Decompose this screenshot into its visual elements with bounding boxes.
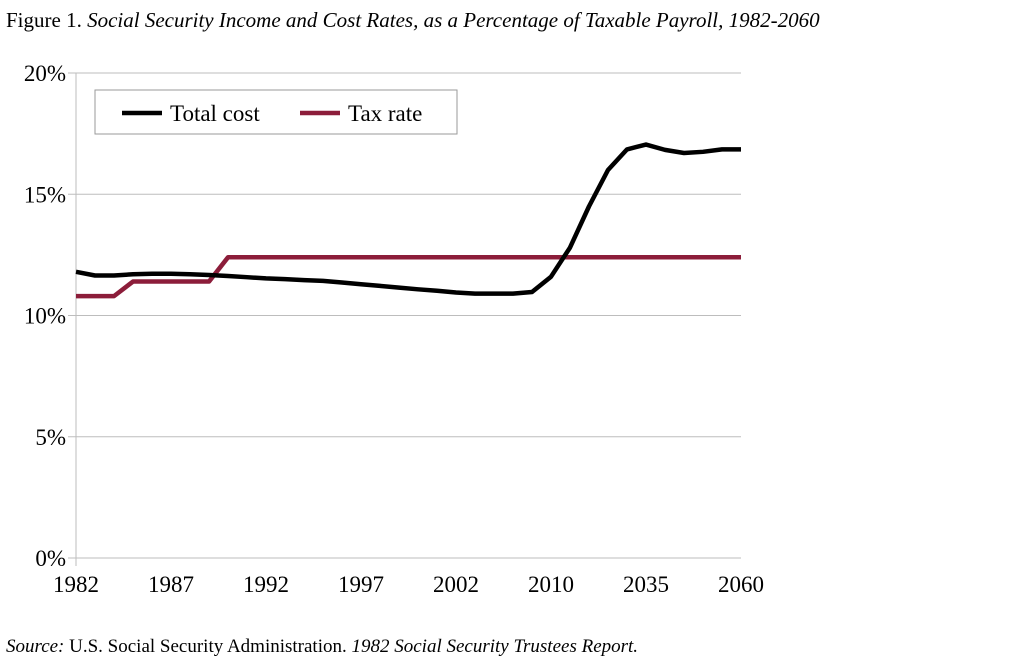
y-tick-label: 0% bbox=[35, 546, 66, 571]
x-tick-label: 1992 bbox=[243, 572, 289, 597]
series-line-total-cost bbox=[75, 142, 741, 296]
x-tick-label: 2035 bbox=[623, 572, 669, 597]
series-line-tax-rate bbox=[76, 255, 741, 299]
figure-label: Figure 1. bbox=[6, 8, 88, 32]
source-note: Source: U.S. Social Security Administrat… bbox=[6, 636, 638, 658]
x-tick-label: 1997 bbox=[338, 572, 384, 597]
figure-title: Social Security Income and Cost Rates, a… bbox=[87, 8, 820, 32]
source-text: U.S. Social Security Administration. bbox=[64, 636, 352, 657]
legend-label: Tax rate bbox=[348, 101, 422, 126]
y-tick-label: 10% bbox=[24, 304, 66, 329]
source-report: 1982 Social Security Trustees Report. bbox=[351, 636, 639, 657]
y-tick-label: 20% bbox=[24, 61, 66, 86]
x-tick-label: 1982 bbox=[53, 572, 99, 597]
x-tick-label: 2002 bbox=[433, 572, 479, 597]
x-tick-label: 2010 bbox=[528, 572, 574, 597]
chart-title: Figure 1. Social Security Income and Cos… bbox=[6, 8, 820, 33]
y-tick-label: 15% bbox=[24, 182, 66, 207]
x-tick-label: 2060 bbox=[718, 572, 764, 597]
legend: Total cost Tax rate bbox=[94, 89, 458, 135]
y-tick-label: 5% bbox=[35, 425, 66, 450]
legend-label: Total cost bbox=[170, 101, 260, 126]
source-label: Source: bbox=[6, 636, 65, 657]
x-tick-label: 1987 bbox=[148, 572, 194, 597]
